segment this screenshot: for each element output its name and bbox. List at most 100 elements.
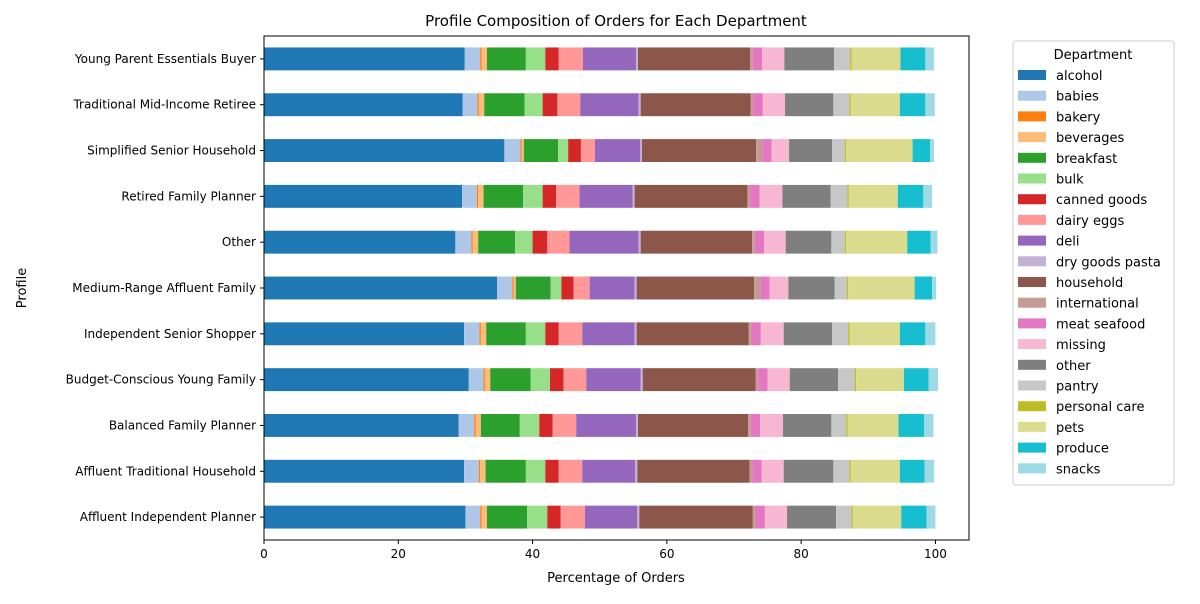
bar-segment xyxy=(519,414,540,437)
bar-segment xyxy=(750,93,754,117)
bar-segment xyxy=(771,139,790,162)
bar-segment xyxy=(542,93,558,117)
bar-segment xyxy=(924,414,934,437)
bar-segment xyxy=(485,459,526,483)
bar-segment xyxy=(762,139,772,162)
bar-segment xyxy=(783,322,833,346)
bar-segment xyxy=(898,414,925,437)
bar-segment xyxy=(750,414,761,437)
bar-segment xyxy=(264,230,456,254)
bar-segment xyxy=(752,459,762,483)
bar-segment xyxy=(532,230,548,254)
bar-segment xyxy=(899,93,926,117)
legend-swatch xyxy=(1018,194,1046,205)
bar-segment xyxy=(545,459,559,483)
bar-segment xyxy=(854,368,857,392)
bar-segment xyxy=(264,93,463,117)
bar-segment xyxy=(472,230,479,254)
bar-segment xyxy=(484,368,491,392)
bar-segment xyxy=(925,93,935,117)
bar-segment xyxy=(755,368,759,392)
bar-segment xyxy=(831,230,845,254)
bar-segment xyxy=(760,414,784,437)
legend-swatch xyxy=(1018,132,1046,143)
legend-label: dairy eggs xyxy=(1056,214,1125,229)
y-tick-label: Budget-Conscious Young Family xyxy=(66,373,256,387)
bar-segment xyxy=(755,505,765,529)
bar-segment xyxy=(484,93,525,117)
bar-segment xyxy=(490,368,531,392)
bar-segment xyxy=(576,414,636,437)
bar-segment xyxy=(523,184,543,208)
bar-segment xyxy=(847,414,899,437)
chart-title: Profile Composition of Orders for Each D… xyxy=(425,12,807,30)
bar-segment xyxy=(848,276,915,300)
legend-label: meat seafood xyxy=(1056,317,1145,332)
bar-segment xyxy=(930,230,938,254)
legend-items: alcohol babies bakery beverages breakfast bul… xyxy=(1018,69,1161,477)
legend-swatch xyxy=(1018,70,1046,80)
bar-segment xyxy=(764,505,788,529)
legend-label: produce xyxy=(1056,442,1109,457)
bar-segment xyxy=(478,230,516,254)
legend-swatch xyxy=(1018,277,1046,287)
bar-segment xyxy=(789,368,839,392)
bar-segment xyxy=(846,139,913,162)
bar-segment xyxy=(759,184,783,208)
bar-segment xyxy=(856,368,904,392)
bar-segment xyxy=(464,459,479,483)
bar-segment xyxy=(846,276,849,300)
bar-segment xyxy=(636,322,749,346)
bar-segment xyxy=(515,276,551,300)
legend-swatch xyxy=(1018,380,1046,391)
bar-segment xyxy=(525,47,546,71)
bar-segment xyxy=(838,368,855,392)
bar-segment xyxy=(530,368,551,392)
bar-segment xyxy=(523,139,559,162)
y-tick-label: Independent Senior Shopper xyxy=(84,327,256,341)
bar-segment xyxy=(584,505,638,529)
bar-segment xyxy=(264,276,497,300)
bar-segment xyxy=(635,414,638,437)
bar-segment xyxy=(846,230,908,254)
bar-segment xyxy=(455,230,472,254)
bar-segment xyxy=(640,93,751,117)
bar-segment xyxy=(632,184,635,208)
bar-segment xyxy=(899,322,926,346)
bar-segment xyxy=(748,322,752,346)
bar-segment xyxy=(635,47,638,71)
bar-segment xyxy=(525,322,546,346)
bar-segment xyxy=(925,47,935,71)
bar-segment xyxy=(849,322,900,346)
bar-segment xyxy=(478,93,485,117)
bar-segment xyxy=(477,93,479,117)
bar-segment xyxy=(547,230,570,254)
bar-segment xyxy=(833,459,850,483)
bar-segment xyxy=(748,414,751,437)
bar-segment xyxy=(478,184,484,208)
legend-label: personal care xyxy=(1056,400,1144,415)
x-tick-label: 80 xyxy=(794,547,809,561)
bar-segment xyxy=(568,139,581,162)
y-tick-label: Other xyxy=(222,235,256,249)
bar-segment xyxy=(474,414,476,437)
x-tick-label: 40 xyxy=(525,547,540,561)
legend-label: alcohol xyxy=(1056,69,1102,84)
bar-segment xyxy=(764,230,786,254)
bar-segment xyxy=(752,230,755,254)
bar-segment xyxy=(930,139,935,162)
bar-segment xyxy=(640,139,643,162)
legend-label: missing xyxy=(1056,338,1106,353)
bar-segment xyxy=(579,184,633,208)
bar-segment xyxy=(914,276,933,300)
bar-segment xyxy=(550,276,562,300)
bar-segment xyxy=(834,47,851,71)
y-tick-label: Young Parent Essentials Buyer xyxy=(74,52,256,66)
bar-segment xyxy=(787,505,837,529)
legend-swatch xyxy=(1018,339,1046,350)
legend-swatch xyxy=(1018,90,1046,101)
bar-segment xyxy=(545,47,559,71)
bar-segment xyxy=(524,93,543,117)
bar-segment xyxy=(767,368,790,392)
legend-label: dry goods pasta xyxy=(1056,255,1161,270)
